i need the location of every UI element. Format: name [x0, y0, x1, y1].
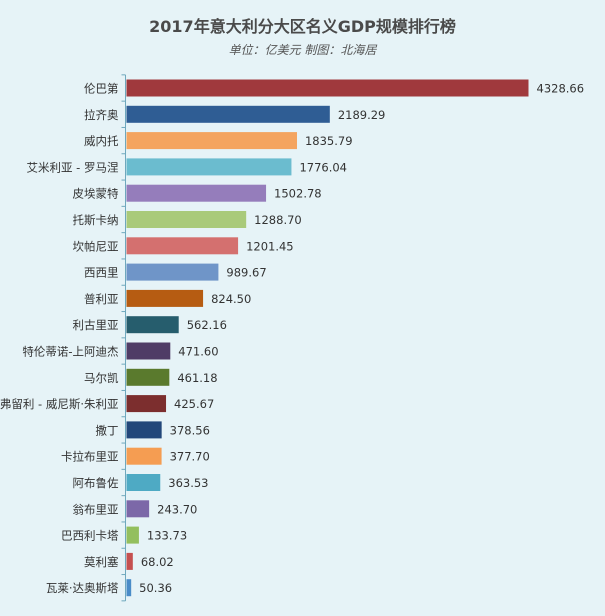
category-label: 翁布里亚: [73, 502, 119, 516]
bar: [126, 289, 204, 307]
category-label: 艾米利亚 - 罗马涅: [27, 160, 119, 174]
value-label: 562.16: [187, 318, 227, 332]
category-label: 普利亚: [84, 292, 119, 306]
category-label: 弗留利 - 威尼斯·朱利亚: [0, 397, 119, 411]
bar: [126, 132, 297, 150]
category-label: 特伦蒂诺-上阿迪杰: [22, 345, 118, 359]
bar: [126, 579, 132, 597]
value-label: 1288.70: [254, 213, 302, 227]
chart-subtitle: 单位：亿美元 制图：北海居: [228, 43, 377, 57]
category-label: 马尔凯: [84, 371, 119, 385]
category-label: 皮埃蒙特: [73, 187, 119, 201]
value-label: 50.36: [139, 581, 172, 595]
category-label: 拉齐奥: [84, 108, 119, 122]
value-label: 1776.04: [299, 160, 347, 174]
bar: [126, 474, 161, 491]
category-label: 卡拉布里亚: [61, 450, 119, 464]
bar: [126, 526, 139, 544]
category-label: 西西里: [84, 266, 119, 280]
value-label: 461.18: [177, 371, 217, 385]
bar: [126, 447, 162, 465]
bar: [126, 79, 529, 97]
value-label: 425.67: [174, 397, 214, 411]
bar: [126, 368, 170, 386]
chart-title: 2017年意大利分大区名义GDP规模排行榜: [149, 17, 456, 36]
value-label: 378.56: [170, 423, 210, 437]
value-label: 1835.79: [305, 134, 353, 148]
category-label: 利古里亚: [73, 318, 119, 332]
value-label: 68.02: [141, 555, 174, 569]
value-label: 1502.78: [274, 187, 322, 201]
bar: [126, 316, 179, 334]
category-label: 坎帕尼亚: [73, 239, 119, 253]
category-label: 威内托: [84, 134, 119, 148]
category-label: 托斯卡纳: [73, 213, 119, 227]
bar: [126, 500, 150, 518]
value-label: 363.53: [168, 476, 208, 490]
bar: [126, 395, 167, 413]
value-label: 824.50: [211, 292, 251, 306]
bar: [126, 421, 162, 439]
bar: [126, 105, 330, 123]
category-label: 莫利塞: [84, 555, 119, 569]
value-label: 471.60: [178, 345, 218, 359]
value-label: 989.67: [226, 266, 266, 280]
bar: [126, 211, 247, 228]
value-label: 243.70: [157, 502, 197, 516]
value-label: 2189.29: [338, 108, 386, 122]
category-label: 撒丁: [96, 423, 119, 437]
bar: [126, 342, 171, 360]
value-label: 4328.66: [537, 82, 585, 96]
category-label: 阿布鲁佐: [73, 476, 119, 490]
category-label: 瓦莱·达奥斯塔: [46, 581, 119, 595]
value-label: 1201.45: [246, 239, 294, 253]
bar: [126, 184, 267, 202]
category-label: 伦巴第: [84, 82, 119, 96]
bar: [126, 263, 219, 281]
value-label: 377.70: [170, 450, 210, 464]
value-label: 133.73: [147, 529, 187, 543]
bar: [126, 552, 133, 570]
bar: [126, 158, 292, 176]
category-label: 巴西利卡塔: [61, 529, 119, 543]
bar: [126, 237, 239, 255]
